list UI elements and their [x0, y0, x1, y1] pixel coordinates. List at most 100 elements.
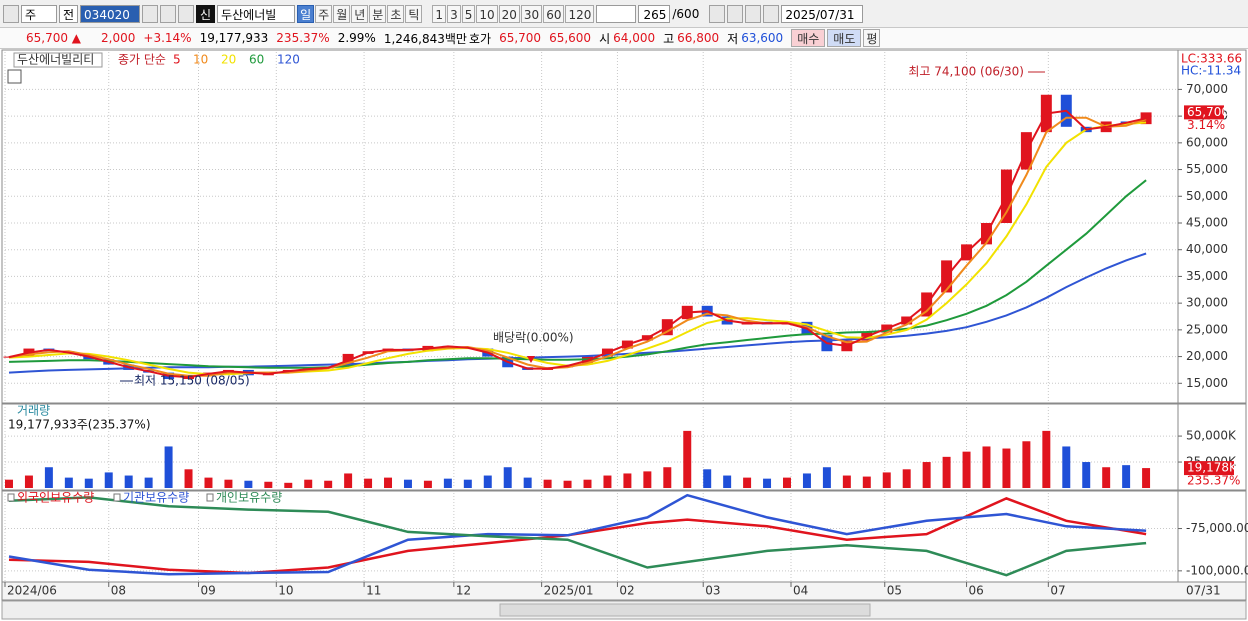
panel-title: 거래량: [17, 404, 50, 418]
ask: 65,700: [499, 31, 542, 45]
axis-frame: [1177, 490, 1247, 583]
search[interactable]: [160, 4, 177, 23]
open-label: 시: [599, 31, 611, 46]
quote-bar: 65,700 ▲ 2,000 +3.14% 19,177,933 235.37%…: [0, 28, 1248, 49]
volume-bar: [763, 478, 772, 488]
holding-line: [8, 496, 1147, 577]
interval-button[interactable]: 1: [432, 4, 447, 23]
volume-bar: [64, 477, 73, 488]
tool[interactable]: [727, 4, 744, 23]
y-tick-label: 60,000: [1186, 135, 1228, 149]
x-axis-band: [1, 581, 1247, 601]
ma-line: [8, 179, 1147, 369]
volume-bar: [264, 481, 273, 488]
period-button[interactable]: 년: [351, 4, 369, 23]
panel-title: 두산에너빌리티: [17, 53, 94, 67]
legend-icon: [7, 493, 15, 502]
volume-bar: [403, 479, 412, 488]
scroll-thumb: [499, 603, 871, 617]
panel-frame: [1, 403, 1179, 491]
volume-bar: [962, 451, 971, 488]
tool[interactable]: [709, 4, 726, 23]
last-volume-tag: [1184, 461, 1234, 476]
save[interactable]: [745, 4, 762, 23]
volume-bar: [1062, 446, 1071, 488]
buy-button[interactable]: 매수: [791, 29, 826, 47]
legend-box: [13, 52, 103, 68]
x-tick-label: 07: [1050, 584, 1065, 598]
empty-select[interactable]: [596, 4, 637, 23]
period-button[interactable]: 틱: [405, 4, 423, 23]
code-input[interactable]: 034020: [80, 4, 141, 23]
dividend-annotation: 배당락(0.00%): [493, 331, 574, 345]
x-tick-label: 08: [111, 584, 126, 598]
volume-bar: [543, 479, 552, 488]
x-tick-label: 2024/06: [7, 584, 57, 598]
badge: 신: [196, 4, 216, 23]
interval-button[interactable]: 120: [565, 4, 595, 23]
open: 64,000: [613, 31, 656, 45]
volume-bar: [104, 472, 113, 488]
market-select[interactable]: 주: [21, 4, 57, 23]
panel-subtitle: 19,177,933주(235.37%): [8, 418, 151, 432]
volume-bar: [563, 480, 572, 488]
period-button[interactable]: 일: [297, 4, 315, 23]
legend-entry: 20: [221, 53, 236, 67]
interval-button[interactable]: 30: [520, 4, 543, 23]
volume-bar: [1082, 462, 1091, 488]
volume-bar: [124, 475, 133, 488]
legend-entry: 개인보유수량: [216, 491, 282, 505]
legend-icon: [113, 493, 121, 502]
volume-bar: [1142, 468, 1151, 488]
calc-icon: [7, 69, 22, 84]
sound[interactable]: [178, 4, 195, 23]
volume-bar: [184, 469, 193, 488]
volume-bar: [1022, 441, 1031, 488]
interval-button[interactable]: 3: [447, 4, 461, 23]
lc-label: LC:333.66: [1181, 52, 1242, 66]
avg-button[interactable]: 평: [863, 29, 881, 47]
period-button[interactable]: 분: [369, 4, 387, 23]
x-tick-label: 09: [201, 584, 216, 598]
volume-bar: [364, 478, 373, 488]
x-tick-label: 2025/01: [544, 584, 594, 598]
interval-buttons: 1 3 5 10 20 30 60 120: [432, 4, 595, 23]
volume-bar: [822, 467, 831, 488]
volume-ratio: 235.37%: [276, 31, 330, 45]
interval-button[interactable]: 20: [498, 4, 520, 23]
y-tick-label: 45,000: [1186, 215, 1228, 229]
volume-bar: [384, 477, 393, 488]
period-button[interactable]: 초: [387, 4, 405, 23]
volume-bar: [623, 473, 632, 488]
volume-bar: [942, 456, 951, 488]
interval-button[interactable]: 60: [543, 4, 565, 23]
legend-entry: 기관보유수량: [123, 491, 189, 505]
volume-bar: [743, 477, 752, 488]
x-tick-label: 02: [619, 584, 634, 598]
prev-button[interactable]: 전: [59, 4, 79, 23]
settings[interactable]: [763, 4, 780, 23]
icon[interactable]: [3, 4, 19, 23]
interval-button[interactable]: 5: [461, 4, 476, 23]
x-tick-label: 10: [278, 584, 293, 598]
volume-bar: [902, 469, 911, 488]
volume-bar: [703, 469, 712, 488]
y-tick-label: 50,000: [1186, 189, 1228, 203]
volume-bar: [802, 473, 811, 488]
panel-frame: [1, 49, 1179, 404]
dropdown[interactable]: [142, 4, 159, 23]
interval-button[interactable]: 10: [476, 4, 498, 23]
high: 66,800: [677, 31, 720, 45]
period-button[interactable]: 주: [315, 4, 333, 23]
volume-bar: [922, 462, 931, 488]
volume-bar: [523, 477, 532, 488]
date-input[interactable]: 2025/07/31: [781, 4, 864, 23]
volume-bar: [603, 475, 612, 488]
count-input[interactable]: 265: [638, 4, 671, 23]
volume-bar: [1122, 465, 1131, 488]
sell-button[interactable]: 매도: [827, 29, 862, 47]
period-button[interactable]: 월: [333, 4, 351, 23]
